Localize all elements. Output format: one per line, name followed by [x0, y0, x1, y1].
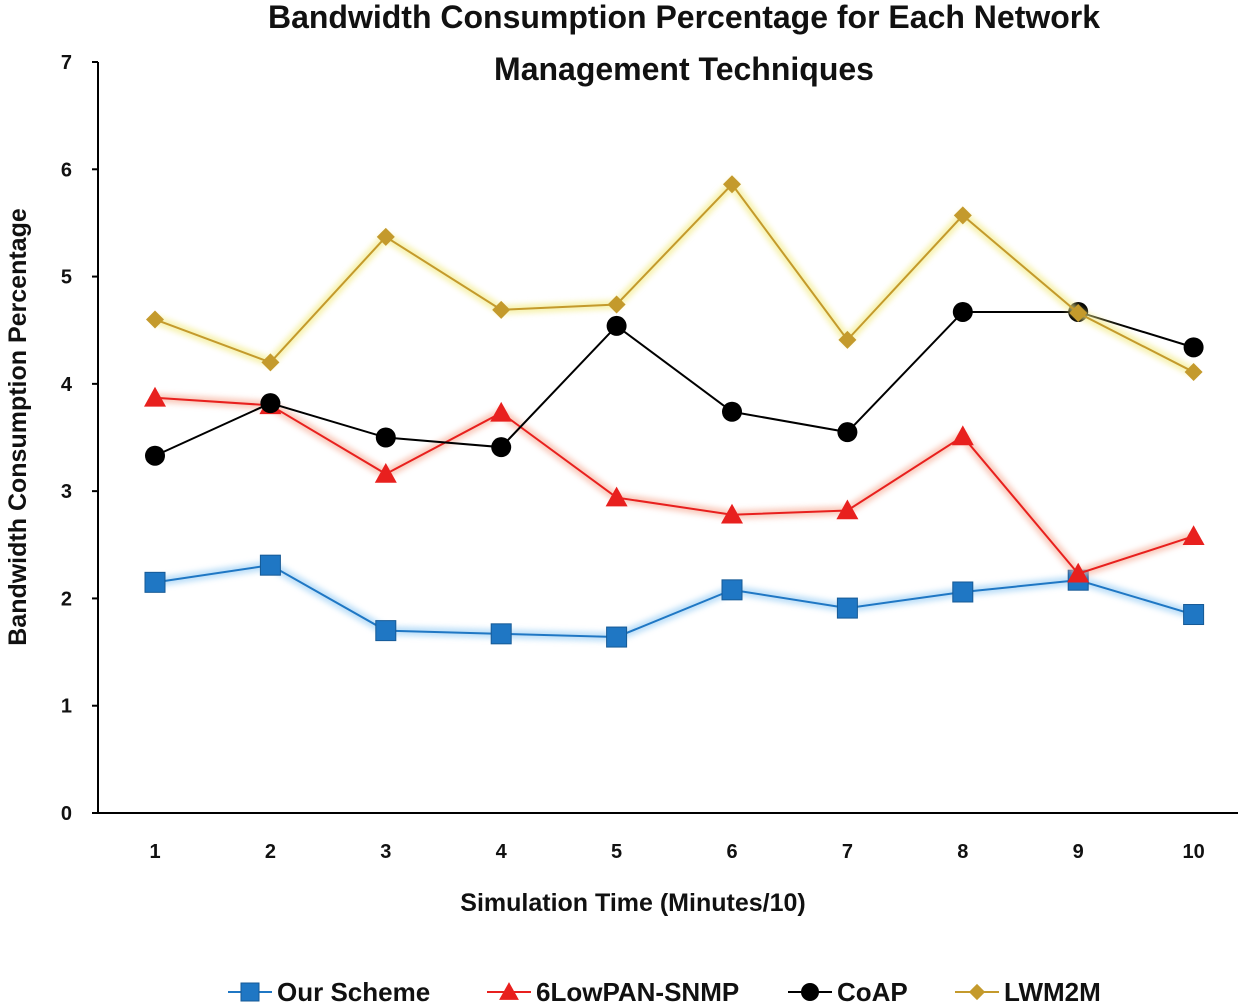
x-tick-label: 5 [611, 841, 622, 863]
data-point [1184, 363, 1203, 382]
x-tick-label: 8 [957, 841, 968, 863]
series-line [154, 310, 1194, 457]
legend-item: Our Scheme [228, 977, 430, 1005]
legend-label: CoAP [837, 977, 908, 1005]
legend-label: LWM2M [1004, 977, 1101, 1005]
data-point [606, 315, 627, 336]
x-tick-label: 9 [1073, 841, 1084, 863]
x-tick-label: 6 [726, 841, 737, 863]
data-point [838, 330, 857, 349]
legend-marker [240, 982, 260, 1002]
x-tick-group: 1 2 3 4 5 6 7 8 9 10 [149, 841, 1204, 863]
data-point [490, 401, 513, 422]
series-6lowpan-snmp [144, 386, 1205, 583]
y-axis-title: Bandwidth Consumption Percentage [4, 208, 32, 646]
data-point [836, 597, 858, 619]
series-our-scheme [144, 554, 1205, 648]
data-point [605, 486, 628, 507]
x-tick-label: 10 [1182, 841, 1204, 863]
data-point [259, 554, 281, 576]
legend-item: CoAP [788, 977, 908, 1005]
data-point [492, 300, 511, 319]
y-tick-label: 4 [61, 374, 73, 396]
series-group [144, 175, 1205, 648]
data-point [952, 301, 973, 322]
y-tick-label: 0 [61, 803, 72, 825]
data-point [146, 310, 164, 329]
y-tick-group: 0 1 2 3 4 5 6 7 [61, 52, 98, 825]
series-line [154, 182, 1195, 373]
legend-marker [499, 982, 519, 1000]
series-line [154, 564, 1194, 639]
data-point [721, 503, 743, 524]
series-lwm2m [146, 175, 1203, 382]
x-tick-label: 7 [842, 841, 853, 863]
data-point [606, 626, 628, 648]
x-tick-label: 1 [149, 841, 160, 863]
y-tick-label: 1 [61, 696, 72, 718]
x-tick-label: 3 [380, 841, 391, 863]
legend-marker [801, 983, 819, 1001]
series-line [154, 396, 1194, 575]
y-tick-label: 5 [61, 267, 72, 289]
legend: Our Scheme 6LowPAN-SNMP CoAP LWM2M [228, 977, 1101, 1005]
y-tick-label: 2 [61, 588, 72, 610]
chart-title-line-1: Bandwidth Consumption Percentage for Eac… [268, 0, 1100, 35]
data-point [144, 386, 166, 407]
x-tick-label: 2 [265, 841, 276, 863]
data-point [375, 427, 396, 448]
data-point [144, 571, 166, 593]
data-point [1182, 525, 1205, 546]
data-point [723, 175, 741, 194]
y-tick-label: 6 [61, 159, 72, 181]
data-point [375, 620, 397, 642]
data-point [1067, 562, 1090, 583]
data-point [260, 393, 281, 414]
x-axis-title: Simulation Time (Minutes/10) [460, 889, 805, 917]
data-point [836, 499, 859, 520]
legend-marker [968, 983, 986, 1001]
data-point [721, 579, 743, 601]
x-tick-label: 4 [496, 841, 508, 863]
data-point [374, 462, 397, 483]
legend-label: Our Scheme [277, 977, 430, 1005]
data-point [491, 437, 512, 458]
data-point [722, 401, 742, 422]
y-tick-label: 3 [61, 481, 72, 503]
chart-title-line-2: Management Techniques [494, 51, 874, 87]
legend-item: 6LowPAN-SNMP [487, 977, 739, 1005]
data-point [837, 422, 858, 443]
data-point [145, 445, 165, 466]
legend-label: 6LowPAN-SNMP [536, 977, 739, 1005]
data-point [1183, 604, 1205, 626]
legend-item: LWM2M [955, 977, 1101, 1005]
data-point [1069, 304, 1088, 323]
series-glow [154, 560, 1195, 642]
data-point [1183, 337, 1204, 358]
data-point [952, 581, 974, 603]
data-point [951, 425, 974, 446]
data-point [953, 206, 972, 225]
y-tick-label: 7 [61, 52, 72, 74]
data-point [490, 623, 512, 645]
data-point [261, 353, 280, 372]
data-point [607, 295, 626, 314]
series-glow [154, 393, 1195, 579]
data-point [376, 227, 395, 246]
